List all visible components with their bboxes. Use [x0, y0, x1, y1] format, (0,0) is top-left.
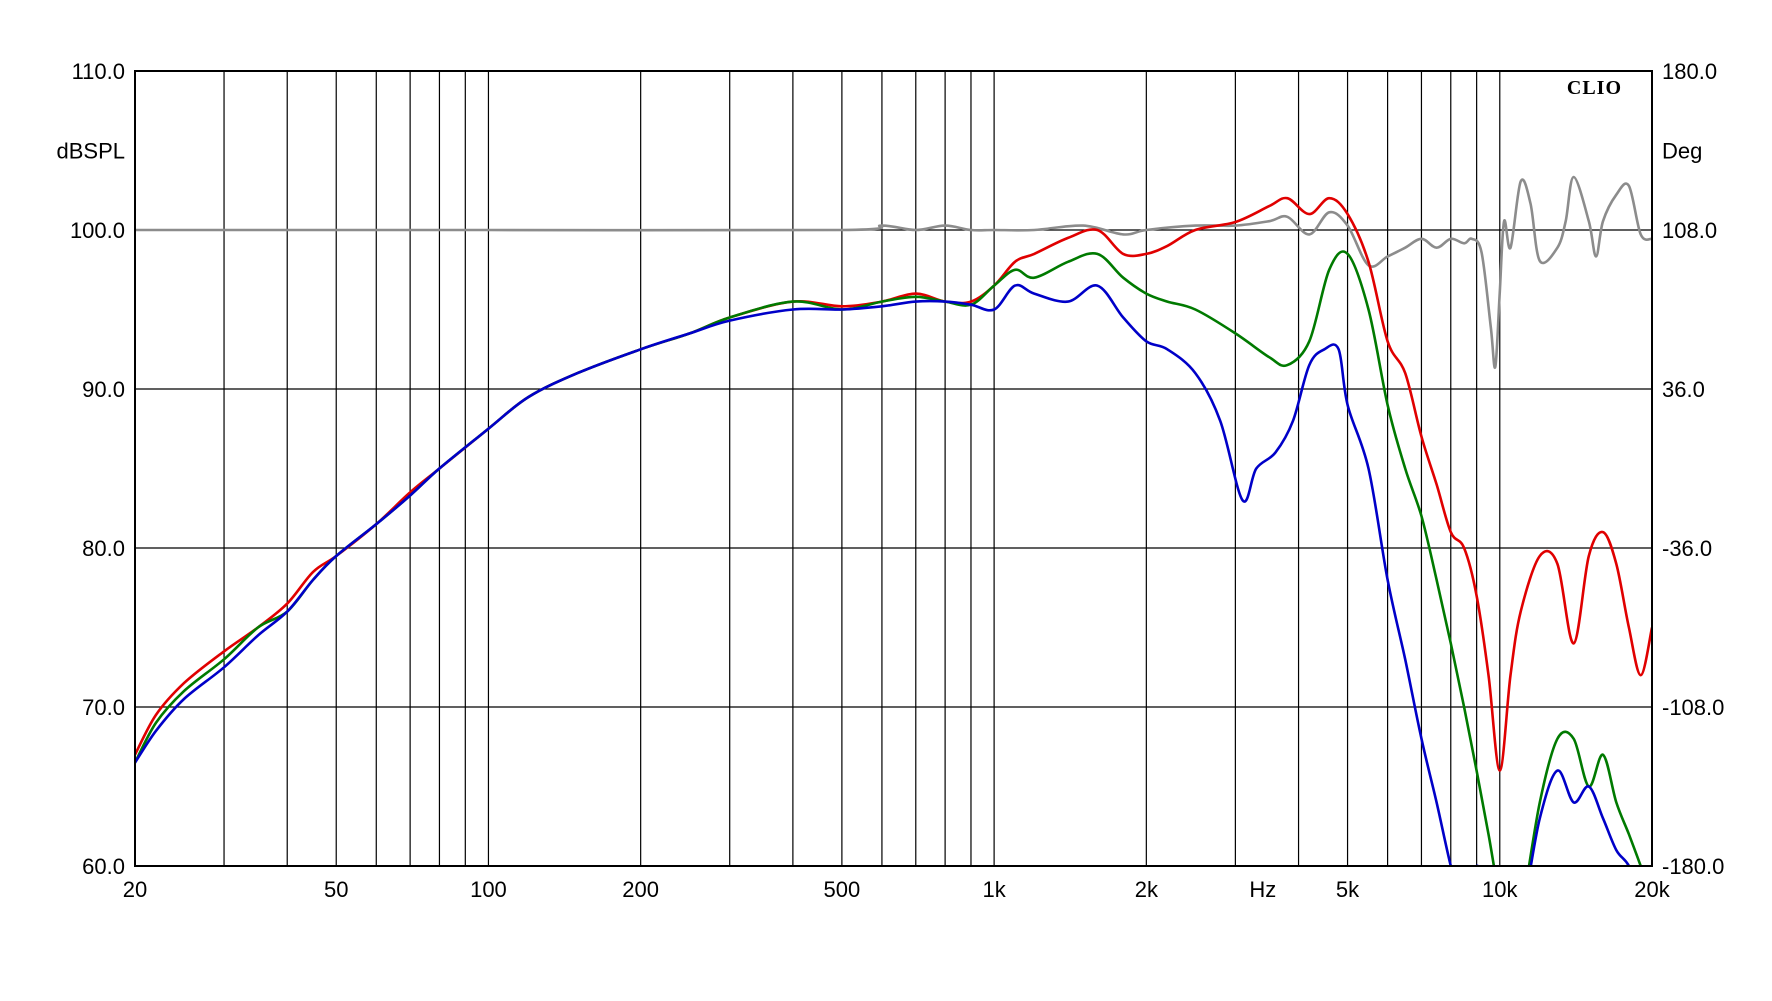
y-tick-right: 180.0 [1662, 59, 1717, 84]
x-tick-label: 5k [1336, 877, 1360, 902]
x-axis-unit-label: Hz [1249, 877, 1276, 902]
clio-logo: CLIO [1567, 77, 1622, 99]
series-line-3 [135, 175, 1652, 369]
y-tick-left: 60.0 [82, 854, 125, 879]
x-tick-label: 50 [324, 877, 348, 902]
x-tick-label: 2k [1135, 877, 1159, 902]
curves [135, 175, 1652, 866]
plot-frame [134, 70, 1653, 867]
x-tick-label: 20 [123, 877, 147, 902]
y-tick-right: -36.0 [1662, 536, 1712, 561]
y-tick-right: -108.0 [1662, 695, 1724, 720]
y-axis-left-label: dBSPL [57, 139, 126, 164]
y-tick-left: 100.0 [70, 218, 125, 243]
y-tick-left: 90.0 [82, 377, 125, 402]
axis-labels: 60.0 70.0 80.0 90.0 100.0 110.0 -180.0 -108.0 -3… [70, 59, 1724, 902]
x-tick-label: 100 [470, 877, 507, 902]
x-tick-label: 10k [1482, 877, 1518, 902]
y-tick-left: 110.0 [72, 59, 125, 84]
x-tick-label: 20k [1634, 877, 1670, 902]
y-tick-right: -180.0 [1662, 854, 1724, 879]
series-line-2 [135, 283, 1631, 866]
y-tick-right: 36.0 [1662, 377, 1705, 402]
x-tick-label: 1k [982, 877, 1006, 902]
y-tick-right: 108.0 [1662, 218, 1717, 243]
y-tick-left: 70.0 [82, 695, 125, 720]
y-tick-left: 80.0 [82, 536, 125, 561]
x-tick-label: 200 [622, 877, 659, 902]
y-axis-right-label: Deg [1662, 139, 1702, 164]
x-tick-label: 500 [824, 877, 861, 902]
